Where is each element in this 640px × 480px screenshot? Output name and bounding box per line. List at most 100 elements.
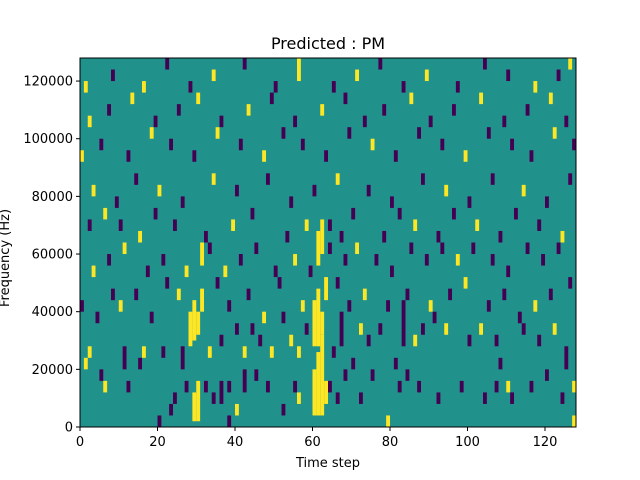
heatmap-cell xyxy=(548,92,553,105)
heatmap-cell xyxy=(405,288,410,301)
heatmap-cell xyxy=(312,184,317,197)
heatmap-cell xyxy=(506,265,511,278)
heatmap-cell xyxy=(157,184,162,197)
heatmap-cell xyxy=(351,357,356,370)
plot-area xyxy=(79,57,577,428)
heatmap-cell xyxy=(331,346,336,358)
heatmap-cell xyxy=(556,69,561,82)
heatmap-cell xyxy=(428,115,433,128)
heatmap-cell xyxy=(180,346,185,370)
heatmap-cell xyxy=(204,230,208,243)
heatmap-cell xyxy=(153,115,158,128)
heatmap-cell xyxy=(231,219,236,231)
heatmap-cell xyxy=(521,323,526,335)
heatmap-cell xyxy=(568,277,573,289)
heatmap-cell xyxy=(145,265,150,278)
heatmap-cell xyxy=(262,311,267,324)
heatmap-cell xyxy=(293,380,298,393)
heatmap-cell xyxy=(114,196,119,208)
heatmap-cell xyxy=(347,300,352,312)
heatmap-cell xyxy=(289,196,294,208)
x-axis: 0 20 40 60 80 100 120 xyxy=(76,427,557,450)
heatmap-cell xyxy=(552,127,557,139)
heatmap-cell xyxy=(153,207,158,220)
heatmap-cell xyxy=(506,69,511,82)
heatmap-cell xyxy=(192,300,197,341)
heatmap-cell xyxy=(521,184,526,197)
y-tick-label: 60000 xyxy=(32,248,73,263)
heatmap-cell xyxy=(192,392,197,422)
heatmap-cell xyxy=(502,115,507,128)
heatmap-cell xyxy=(537,219,542,231)
heatmap-cell xyxy=(297,392,301,404)
heatmap-cell xyxy=(452,207,456,220)
heatmap-cell xyxy=(448,288,453,301)
heatmap-cell xyxy=(541,254,546,266)
heatmap-cell xyxy=(215,277,220,289)
heatmap-cell xyxy=(390,196,394,208)
heatmap-cell xyxy=(498,230,503,243)
heatmap-cell xyxy=(483,392,487,404)
heatmap-cell xyxy=(324,277,329,301)
heatmap-cell xyxy=(424,254,429,266)
heatmap-cell xyxy=(440,242,445,255)
heatmap-cell xyxy=(502,288,507,301)
heatmap-cell xyxy=(300,300,305,312)
heatmap-cell xyxy=(564,346,569,370)
heatmap-cell xyxy=(440,138,445,151)
heatmap-cell xyxy=(80,300,84,312)
heatmap-cell xyxy=(103,207,108,220)
heatmap-cell xyxy=(254,369,259,381)
heatmap-cell xyxy=(436,230,441,243)
heatmap-cell xyxy=(273,265,278,278)
heatmap-cell xyxy=(304,323,309,335)
heatmap-cell xyxy=(529,150,534,162)
heatmap-cell xyxy=(161,346,166,358)
x-tick-label: 80 xyxy=(382,435,399,450)
heatmap-cell xyxy=(184,265,189,278)
heatmap-cell xyxy=(238,254,243,266)
heatmap-cell xyxy=(211,392,216,404)
heatmap-cell xyxy=(413,334,418,347)
heatmap-cell xyxy=(370,138,375,151)
heatmap-cell xyxy=(514,207,518,220)
heatmap-cell xyxy=(510,392,515,404)
heatmap-cell xyxy=(355,69,360,82)
heatmap-cell xyxy=(324,380,329,404)
heatmap-cell xyxy=(300,138,305,151)
heatmap-cell xyxy=(266,380,270,393)
heatmap-cell xyxy=(328,242,332,255)
x-axis-label: Time step xyxy=(295,456,360,471)
heatmap-cell xyxy=(242,346,247,358)
heatmap-cell xyxy=(320,311,325,335)
heatmap-cell xyxy=(537,334,542,347)
x-tick-label: 60 xyxy=(304,435,321,450)
heatmap-cell xyxy=(351,207,356,220)
heatmap-cell xyxy=(436,392,441,404)
heatmap-cell xyxy=(134,288,139,301)
heatmap-cell xyxy=(533,81,538,93)
heatmap-cell xyxy=(548,288,553,301)
heatmap-cell xyxy=(378,323,383,335)
heatmap-cell xyxy=(421,173,425,185)
heatmap-cell xyxy=(277,277,282,289)
heatmap-cell xyxy=(165,277,170,289)
heatmap-cell xyxy=(308,265,313,278)
heatmap-cell xyxy=(293,115,298,128)
heatmap-cell xyxy=(83,81,88,93)
heatmap-cell xyxy=(130,92,135,105)
heatmap-cell xyxy=(297,58,301,82)
chart-title: Predicted : PM xyxy=(271,34,385,53)
heatmap-cell xyxy=(200,288,205,312)
heatmap-cell xyxy=(142,81,146,93)
heatmap-cell xyxy=(111,288,115,301)
heatmap-cell xyxy=(335,392,340,404)
heatmap-cell xyxy=(343,254,348,266)
heatmap-cell xyxy=(211,173,216,185)
heatmap-cell xyxy=(490,254,495,266)
heatmap-cell xyxy=(545,196,549,208)
heatmap-cell xyxy=(219,334,224,347)
heatmap-cell xyxy=(246,288,251,301)
heatmap-cell xyxy=(149,311,154,324)
